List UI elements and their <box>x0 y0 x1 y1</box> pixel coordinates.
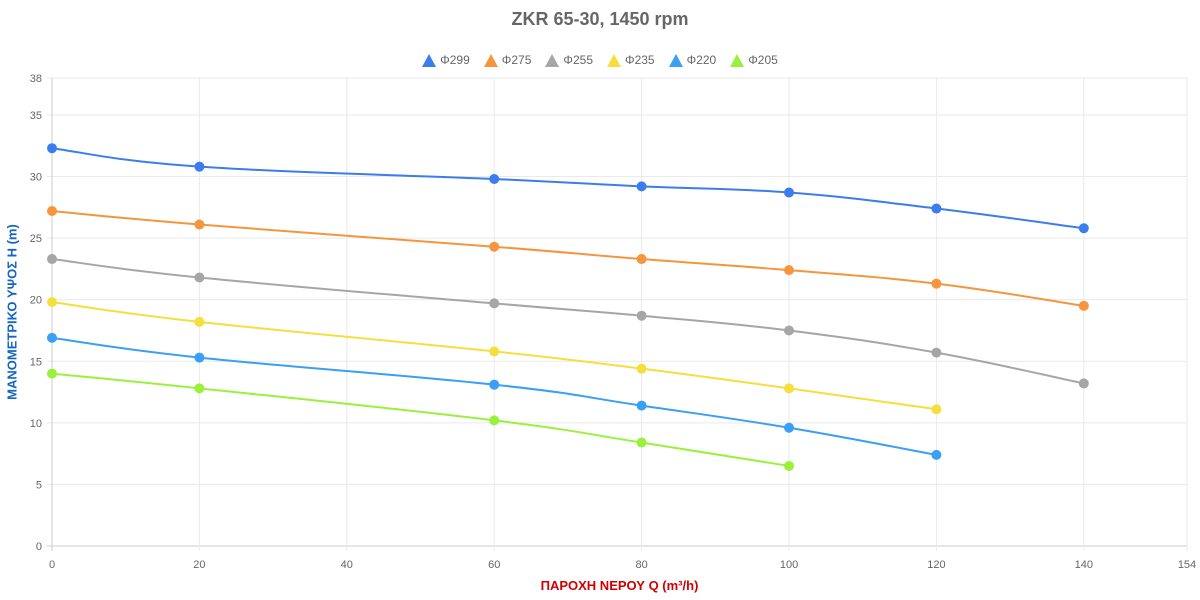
data-point <box>636 181 647 192</box>
data-point <box>489 379 500 390</box>
triangle-marker-icon <box>668 53 683 67</box>
x-tick-label: 80 <box>635 559 647 571</box>
data-point <box>636 437 647 448</box>
data-point <box>194 219 205 230</box>
legend-item[interactable]: Φ220 <box>668 53 717 67</box>
data-point <box>784 265 795 276</box>
data-point <box>1078 300 1089 311</box>
x-tick-label: 120 <box>927 559 945 571</box>
data-point <box>489 241 500 252</box>
x-tick-label: 20 <box>193 559 205 571</box>
data-point <box>636 400 647 411</box>
data-point <box>784 460 795 471</box>
series-line-Φ299 <box>51 147 1084 230</box>
data-point <box>194 272 205 283</box>
data-point <box>784 187 795 198</box>
data-point <box>47 368 57 379</box>
triangle-marker-icon <box>422 53 437 67</box>
data-point <box>194 161 205 172</box>
data-point <box>47 206 57 217</box>
legend-item[interactable]: Φ299 <box>422 53 470 67</box>
data-point <box>1078 223 1089 234</box>
series-line-Φ255 <box>51 258 1085 385</box>
legend-item[interactable]: Φ235 <box>607 53 655 67</box>
data-point <box>47 254 57 265</box>
legend-label: Φ235 <box>625 53 655 67</box>
y-tick-label: 25 <box>30 233 42 245</box>
legend-item[interactable]: Φ205 <box>730 53 778 67</box>
data-point <box>931 278 942 289</box>
legend-label: Φ299 <box>440 53 470 67</box>
data-point <box>47 297 57 308</box>
triangle-marker-icon <box>483 53 498 67</box>
x-tick-label: 60 <box>488 559 500 571</box>
series-line-Φ275 <box>51 210 1084 307</box>
triangle-marker-icon <box>545 53 560 67</box>
data-point <box>636 310 647 321</box>
data-point <box>489 346 500 357</box>
y-tick-label: 10 <box>30 418 42 430</box>
series-line-Φ220 <box>51 336 937 456</box>
data-point <box>47 143 57 154</box>
y-tick-label: 0 <box>36 541 42 553</box>
legend-label: Φ205 <box>748 53 778 67</box>
legend-label: Φ255 <box>563 53 593 67</box>
y-tick-label: 15 <box>30 356 42 368</box>
data-point <box>784 383 795 394</box>
data-point <box>636 254 647 265</box>
data-point <box>489 298 500 309</box>
x-tick-label: 154 <box>1178 559 1196 571</box>
y-tick-label: 35 <box>30 110 42 122</box>
triangle-marker-icon <box>730 53 745 67</box>
x-axis-label: ΠΑΡΟΧΗ ΝΕΡΟΥ Q (m³/h) <box>540 578 699 593</box>
y-tick-label: 38 <box>30 73 42 85</box>
y-tick-label: 20 <box>30 295 42 307</box>
data-point <box>931 203 942 214</box>
series-line-Φ235 <box>51 301 937 411</box>
data-point <box>931 347 942 358</box>
data-point <box>489 415 500 426</box>
data-point <box>931 449 942 460</box>
series-line-Φ205 <box>51 372 790 467</box>
legend: Φ299 Φ275 Φ255 Φ235 Φ220 Φ205 <box>0 53 1200 67</box>
legend-label: Φ220 <box>686 53 717 67</box>
data-point <box>1078 378 1089 389</box>
legend-item[interactable]: Φ255 <box>545 53 593 67</box>
data-point <box>636 363 647 374</box>
legend-label: Φ275 <box>501 53 532 67</box>
x-tick-label: 40 <box>341 559 353 571</box>
data-point <box>194 383 205 394</box>
data-point <box>194 352 205 363</box>
data-point <box>784 325 795 336</box>
data-point <box>194 316 205 327</box>
data-point <box>931 404 942 415</box>
triangle-marker-icon <box>607 53 621 67</box>
y-tick-label: 5 <box>36 479 42 491</box>
x-tick-label: 100 <box>780 559 798 571</box>
data-point <box>784 422 795 433</box>
chart-title: ZKR 65-30, 1450 rpm <box>511 9 689 29</box>
y-tick-label: 30 <box>30 172 42 184</box>
data-point <box>489 173 500 184</box>
data-point <box>47 332 57 343</box>
legend-item[interactable]: Φ275 <box>483 53 532 67</box>
x-tick-label: 140 <box>1075 559 1093 571</box>
x-tick-label: 0 <box>49 559 55 571</box>
